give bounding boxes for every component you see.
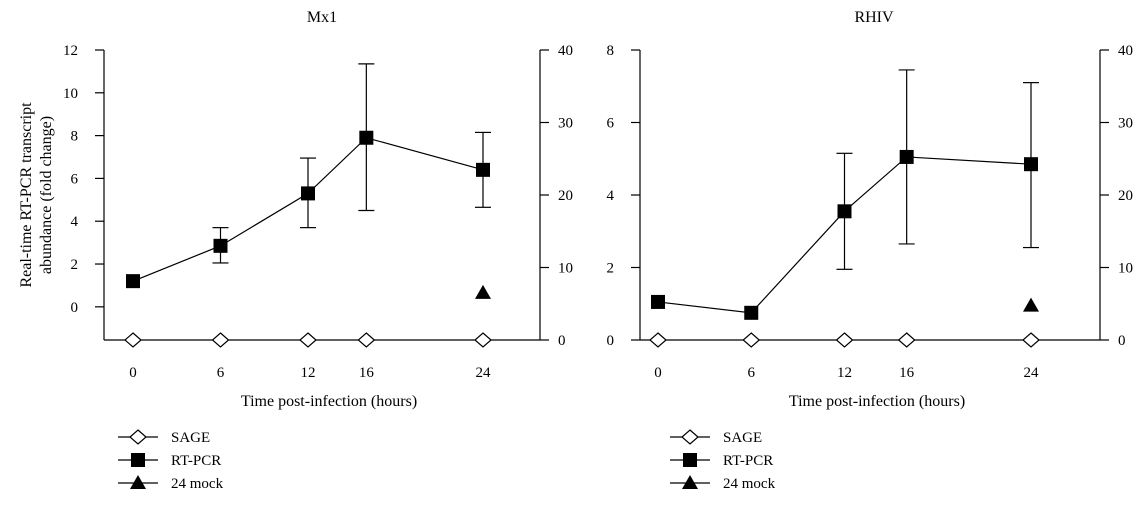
mx1-panel: Mx1 Real-time RT-PCR transcript abundanc… xyxy=(18,9,573,492)
rhiv-legend: SAGE RT-PCR 24 mock xyxy=(670,429,776,492)
rhiv-legend-rt-pcr-marker xyxy=(683,453,697,467)
rhiv-right-tick-label: 20 xyxy=(1118,188,1133,204)
rhiv-legend-sage-label: SAGE xyxy=(723,430,762,446)
rhiv-24-mock-point xyxy=(1023,297,1039,312)
mx1-y-axis-title-line2: abundance (fold change) xyxy=(38,116,55,274)
rhiv-x-tick-label: 24 xyxy=(1024,365,1040,381)
mx1-left-tick-label: 0 xyxy=(71,300,79,316)
mx1-right-tick-label: 0 xyxy=(558,333,566,349)
rhiv-x-tick-label: 0 xyxy=(654,365,662,381)
mx1-legend-rt-pcr-marker xyxy=(131,453,145,467)
mx1-rt-pcr-point xyxy=(476,162,490,177)
mx1-x-tick-label: 16 xyxy=(359,365,375,381)
rhiv-legend-rt-pcr-label: RT-PCR xyxy=(723,453,773,469)
mx1-sage-point xyxy=(211,332,230,348)
mx1-sage-point xyxy=(299,332,317,348)
rhiv-legend-sage-marker xyxy=(681,429,699,445)
rhiv-x-tick-label: 12 xyxy=(837,365,852,381)
rhiv-rt-pcr-point xyxy=(1024,157,1038,172)
rhiv-right-tick-label: 30 xyxy=(1118,116,1133,132)
rhiv-sage-point xyxy=(649,332,667,348)
rhiv-sage-point xyxy=(835,332,854,348)
mx1-left-tick-label: 10 xyxy=(63,86,78,102)
mx1-x-tick-label: 12 xyxy=(301,365,316,381)
mx1-right-tick-label: 10 xyxy=(558,261,573,277)
mx1-legend-24-mock-label: 24 mock xyxy=(171,476,224,492)
rhiv-rt-pcr-point xyxy=(651,294,665,309)
rhiv-left-tick-label: 0 xyxy=(607,333,615,349)
rhiv-left-tick-label: 4 xyxy=(607,188,615,204)
mx1-right-tick-label: 30 xyxy=(558,116,573,132)
mx1-legend-rt-pcr-label: RT-PCR xyxy=(171,453,221,469)
mx1-legend-sage-label: SAGE xyxy=(171,430,210,446)
mx1-legend-24-mock-marker xyxy=(130,475,146,489)
mx1-legend-sage-marker xyxy=(129,429,147,445)
rhiv-x-tick-label: 16 xyxy=(899,365,915,381)
mx1-rt-pcr-point xyxy=(126,274,140,289)
rhiv-sage-point xyxy=(742,332,761,348)
mx1-sage-point xyxy=(124,332,142,348)
rhiv-sage-point xyxy=(1022,332,1040,348)
rhiv-left-tick-label: 6 xyxy=(607,116,615,132)
rhiv-x-tick-label: 6 xyxy=(748,365,756,381)
rhiv-rt-pcr-point xyxy=(899,149,914,164)
mx1-chart-title: Mx1 xyxy=(307,9,337,26)
rhiv-legend-24-mock-label: 24 mock xyxy=(723,476,776,492)
mx1-sage-point xyxy=(357,332,376,348)
mx1-rt-pcr-point xyxy=(213,238,228,253)
mx1-left-tick-label: 6 xyxy=(71,171,79,187)
mx1-right-tick-label: 20 xyxy=(558,188,573,204)
rhiv-rt-pcr-point xyxy=(744,305,759,320)
rhiv-sage-point xyxy=(897,332,916,348)
mx1-legend: SAGE RT-PCR 24 mock xyxy=(118,429,224,492)
mx1-y-axis-title: Real-time RT-PCR transcript abundance (f… xyxy=(18,102,55,288)
mx1-right-tick-label: 40 xyxy=(558,43,573,59)
mx1-rt-pcr-point xyxy=(359,130,374,145)
rhiv-right-tick-label: 40 xyxy=(1118,43,1133,59)
mx1-x-axis-title: Time post-infection (hours) xyxy=(241,393,417,410)
mx1-24-mock-point xyxy=(475,284,491,299)
rhiv-rt-pcr-point xyxy=(837,204,852,219)
rhiv-left-tick-label: 8 xyxy=(607,43,615,59)
mx1-x-tick-label: 24 xyxy=(476,365,492,381)
rhiv-x-axis-title: Time post-infection (hours) xyxy=(789,393,965,410)
mx1-sage-point xyxy=(474,332,492,348)
mx1-left-tick-label: 2 xyxy=(71,257,79,273)
mx1-rt-pcr-point xyxy=(301,186,315,201)
mx1-left-tick-label: 12 xyxy=(63,43,78,59)
rhiv-right-tick-label: 0 xyxy=(1118,333,1126,349)
mx1-x-tick-label: 6 xyxy=(217,365,225,381)
rhiv-legend-24-mock-marker xyxy=(682,475,698,489)
mx1-left-tick-label: 8 xyxy=(71,129,79,145)
mx1-y-axis-title-line1: Real-time RT-PCR transcript xyxy=(18,102,35,288)
rhiv-chart-title: RHIV xyxy=(854,9,894,26)
rhiv-left-tick-label: 2 xyxy=(607,261,615,277)
rhiv-right-tick-label: 10 xyxy=(1118,261,1133,277)
mx1-x-tick-label: 0 xyxy=(129,365,137,381)
mx1-left-tick-label: 4 xyxy=(71,214,79,230)
